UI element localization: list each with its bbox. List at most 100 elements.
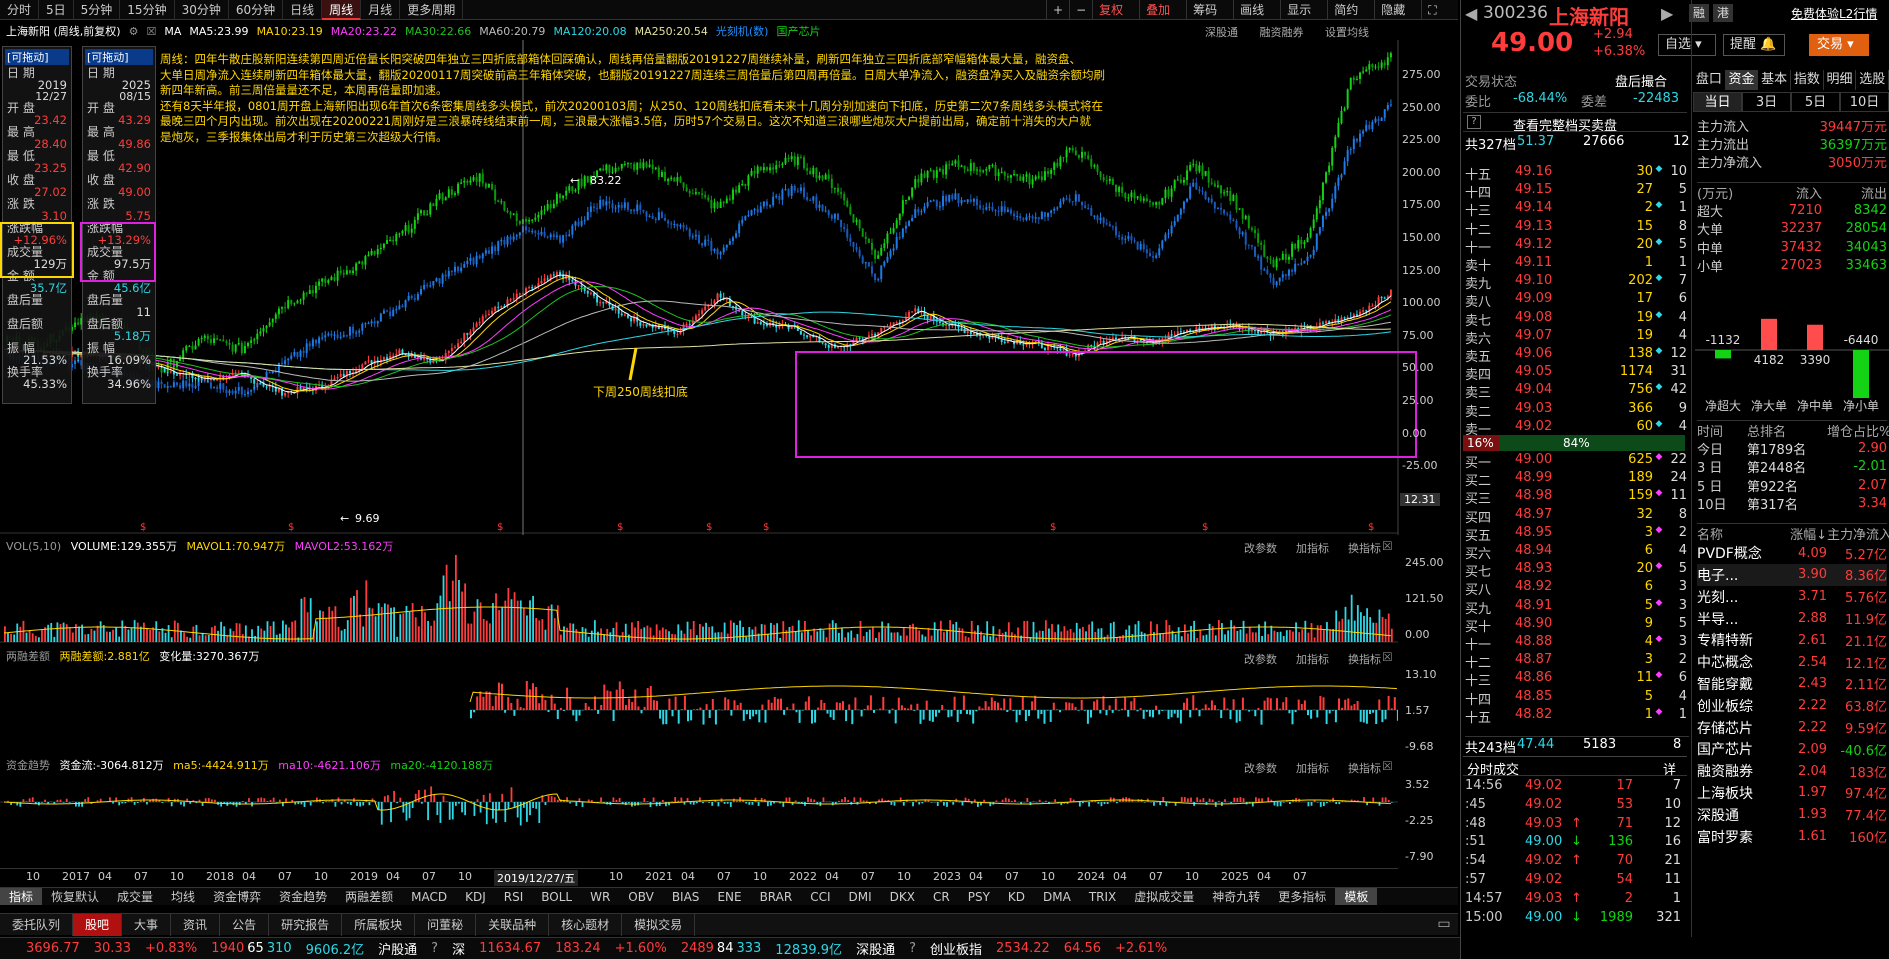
sector-row[interactable]: 融资融券 2.04 183亿 bbox=[1697, 763, 1887, 781]
indicator-tab-26[interactable]: 更多指标 bbox=[1278, 890, 1327, 904]
full-book-link[interactable]: ? 查看完整档买卖盘 bbox=[1463, 112, 1687, 134]
period-tab-1[interactable]: 5日 bbox=[39, 0, 74, 20]
fund-tab-4[interactable]: 明细 bbox=[1824, 70, 1857, 90]
toolbar-btn-4[interactable]: 筹码 bbox=[1186, 0, 1233, 20]
sector-row[interactable]: 上海板块 1.97 97.4亿 bbox=[1697, 785, 1887, 803]
ask-row[interactable]: 十四 49.15 27 5 bbox=[1465, 182, 1689, 201]
bid-row[interactable]: 十四 48.85 5 4 bbox=[1465, 689, 1689, 708]
period-tab-3[interactable]: 15分钟 bbox=[120, 0, 175, 20]
panel-ctrl-2-0[interactable]: 改参数 bbox=[1244, 762, 1277, 775]
indicator-tab-7[interactable]: MACD bbox=[411, 889, 448, 904]
sz-index[interactable]: 11634.67 bbox=[479, 941, 542, 956]
ask-row[interactable]: 十一 49.12 20 ◆ 5 bbox=[1465, 237, 1689, 256]
indicator-tab-16[interactable]: CCI bbox=[810, 889, 831, 904]
panel-ctrl-1-0[interactable]: 改参数 bbox=[1244, 653, 1277, 666]
indicator-tab-23[interactable]: TRIX bbox=[1088, 889, 1117, 904]
ask-row[interactable]: 卖六 49.07 19 4 bbox=[1465, 328, 1689, 347]
sz-connect[interactable]: 深股通 bbox=[856, 943, 896, 958]
panel-ctrl-1-2[interactable]: 换指标 bbox=[1348, 653, 1381, 666]
rank-row[interactable]: 今日 第1789名 2.90 bbox=[1697, 440, 1887, 458]
indicator-tab-2[interactable]: 成交量 bbox=[117, 890, 154, 904]
panel-close-icon-0[interactable]: ☒ bbox=[1382, 539, 1393, 553]
rank-row[interactable]: 5 日第922名 2.07 bbox=[1697, 477, 1887, 495]
sector-row[interactable]: 电子... 3.90 8.36亿 bbox=[1697, 564, 1887, 586]
panel-close-icon-2[interactable]: ☒ bbox=[1382, 759, 1393, 773]
margin-chart[interactable] bbox=[0, 662, 1398, 754]
sector-row[interactable]: 存储芯片 2.22 9.59亿 bbox=[1697, 720, 1887, 738]
period-tab-7[interactable]: 周线 bbox=[322, 0, 362, 20]
drag-badge[interactable]: [可拖动] bbox=[85, 49, 153, 65]
sector-row[interactable]: 深股通 1.93 77.4亿 bbox=[1697, 807, 1887, 825]
trade-button[interactable]: 交易 ▾ bbox=[1809, 34, 1869, 56]
sector-row[interactable]: 专精特新 2.61 21.1亿 bbox=[1697, 632, 1887, 650]
sh-index[interactable]: 3696.77 bbox=[26, 941, 80, 956]
day-tab-2[interactable]: 5日 bbox=[1791, 92, 1840, 112]
bottom-tab-0[interactable]: 委托队列 bbox=[0, 913, 74, 936]
toolbar-btn-3[interactable]: 叠加 bbox=[1139, 0, 1186, 20]
indicator-tab-0[interactable]: 指标 bbox=[0, 888, 43, 905]
bottom-tab-5[interactable]: 研究报告 bbox=[269, 913, 343, 936]
bottom-tab-3[interactable]: 资讯 bbox=[171, 913, 221, 936]
indicator-tab-20[interactable]: PSY bbox=[967, 889, 990, 904]
day-tab-1[interactable]: 3日 bbox=[1742, 92, 1791, 112]
watchlist-button[interactable]: 自选 ▾ bbox=[1658, 34, 1716, 56]
panel-ctrl-1-1[interactable]: 加指标 bbox=[1296, 653, 1329, 666]
bottom-tab-8[interactable]: 关联品种 bbox=[476, 913, 550, 936]
sector-row[interactable]: 光刻... 3.71 5.76亿 bbox=[1697, 589, 1887, 607]
indicator-tab-12[interactable]: OBV bbox=[628, 889, 654, 904]
period-tab-6[interactable]: 日线 bbox=[283, 0, 323, 20]
rank-row[interactable]: 10日 第317名 3.34 bbox=[1697, 495, 1887, 513]
fund-tab-5[interactable]: 选股 bbox=[1856, 70, 1889, 90]
bid-row[interactable]: 买九 48.91 5 ◆ 3 bbox=[1465, 598, 1689, 617]
bottom-tab-1[interactable]: 股吧 bbox=[73, 913, 123, 936]
indicator-tab-21[interactable]: KD bbox=[1007, 889, 1026, 904]
period-tab-5[interactable]: 60分钟 bbox=[229, 0, 284, 20]
bottom-tab-6[interactable]: 所属板块 bbox=[342, 913, 416, 936]
rank-row[interactable]: 3 日第2448名 -2.01 bbox=[1697, 459, 1887, 477]
toolbar-btn-0[interactable]: + bbox=[1046, 0, 1069, 20]
bottom-tab-7[interactable]: 问董秘 bbox=[415, 913, 477, 936]
day-tab-0[interactable]: 当日 bbox=[1693, 92, 1742, 112]
panel-ctrl-0-0[interactable]: 改参数 bbox=[1244, 542, 1277, 555]
indicator-tab-19[interactable]: CR bbox=[933, 889, 950, 904]
period-tab-4[interactable]: 30分钟 bbox=[175, 0, 229, 20]
indicator-tab-27[interactable]: 模板 bbox=[1335, 888, 1378, 905]
sector-row[interactable]: 中芯概念 2.54 12.1亿 bbox=[1697, 654, 1887, 672]
sector-row[interactable]: 创业板综 2.22 63.8亿 bbox=[1697, 698, 1887, 716]
bid-row[interactable]: 买一 49.00 625 ◆ 22 bbox=[1465, 452, 1689, 471]
indicator-tab-25[interactable]: 神奇九转 bbox=[1212, 890, 1261, 904]
fund-tab-0[interactable]: 盘口 bbox=[1693, 70, 1726, 90]
bid-row[interactable]: 买五 48.95 3 ◆ 2 bbox=[1465, 525, 1689, 544]
bid-row[interactable]: 十二 48.87 3 2 bbox=[1465, 652, 1689, 671]
bid-row[interactable]: 买三 48.98 159 ◆ 11 bbox=[1465, 488, 1689, 507]
bid-row[interactable]: 买四 48.97 32 8 bbox=[1465, 507, 1689, 526]
fund-tab-3[interactable]: 指数 bbox=[1791, 70, 1824, 90]
indicator-tab-18[interactable]: DKX bbox=[889, 889, 915, 904]
drag-badge[interactable]: [可拖动] bbox=[5, 49, 69, 65]
indicator-tab-15[interactable]: BRAR bbox=[759, 889, 793, 904]
indicator-tab-14[interactable]: ENE bbox=[717, 889, 742, 904]
fullscreen-icon[interactable]: ⛶ bbox=[1421, 0, 1442, 20]
sh-connect[interactable]: 沪股通 bbox=[378, 943, 418, 958]
ask-row[interactable]: 卖三 49.04 756 ◆ 42 bbox=[1465, 382, 1689, 401]
bid-row[interactable]: 买六 48.94 6 4 bbox=[1465, 543, 1689, 562]
bid-row[interactable]: 买八 48.92 6 3 bbox=[1465, 579, 1689, 598]
panel-ctrl-0-2[interactable]: 换指标 bbox=[1348, 542, 1381, 555]
indicator-tab-5[interactable]: 资金趋势 bbox=[279, 890, 328, 904]
sector-row[interactable]: 智能穿戴 2.43 2.11亿 bbox=[1697, 676, 1887, 694]
tag-domestic-chip[interactable]: 国产芯片 bbox=[776, 25, 821, 38]
indicator-tab-24[interactable]: 虚拟成交量 bbox=[1134, 890, 1195, 904]
sector-row[interactable]: 富时罗素 1.61 160亿 bbox=[1697, 829, 1887, 847]
period-tab-2[interactable]: 5分钟 bbox=[74, 0, 121, 20]
period-tab-8[interactable]: 月线 bbox=[361, 0, 401, 20]
indicator-tab-8[interactable]: KDJ bbox=[465, 889, 486, 904]
expand-icon[interactable]: ▭ bbox=[1437, 916, 1451, 932]
bottom-tab-9[interactable]: 核心题材 bbox=[549, 913, 623, 936]
ask-row[interactable]: 卖五 49.06 138 ◆ 12 bbox=[1465, 346, 1689, 365]
l2-trial-link[interactable]: 免费体验L2行情 bbox=[1791, 7, 1878, 21]
bottom-tab-2[interactable]: 大事 bbox=[122, 913, 172, 936]
ask-row[interactable]: 卖二 49.03 366 9 bbox=[1465, 401, 1689, 420]
indicator-tab-11[interactable]: WR bbox=[590, 889, 611, 904]
sector-row[interactable]: PVDF概念 4.09 5.27亿 bbox=[1697, 545, 1887, 563]
help-icon-2[interactable]: ? bbox=[909, 941, 916, 956]
